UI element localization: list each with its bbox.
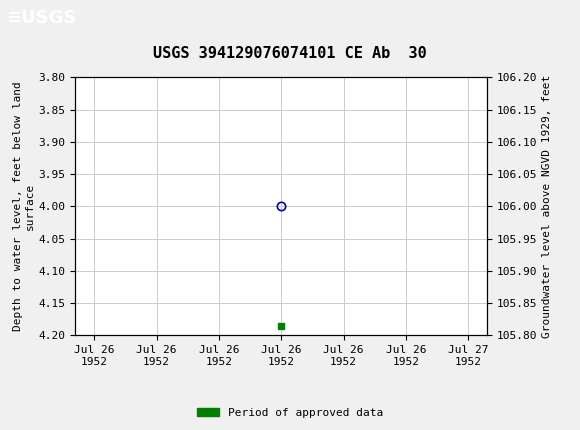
Legend: Period of approved data: Period of approved data [193, 403, 387, 422]
Text: USGS 394129076074101 CE Ab  30: USGS 394129076074101 CE Ab 30 [153, 46, 427, 61]
Text: ≡USGS: ≡USGS [6, 9, 77, 27]
Y-axis label: Groundwater level above NGVD 1929, feet: Groundwater level above NGVD 1929, feet [542, 75, 552, 338]
Y-axis label: Depth to water level, feet below land
surface: Depth to water level, feet below land su… [13, 82, 35, 331]
